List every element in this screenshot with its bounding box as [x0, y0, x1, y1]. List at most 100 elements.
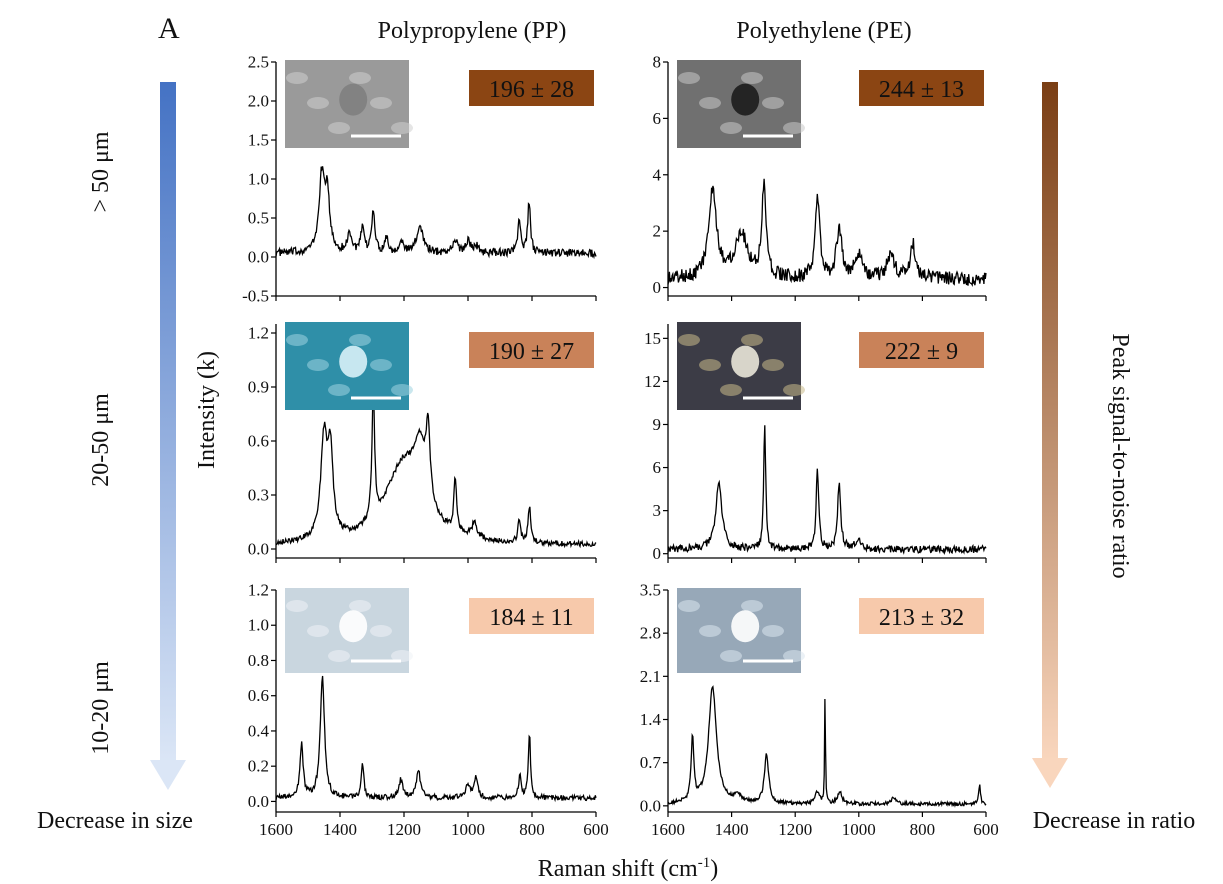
x-axis-label-main: Raman shift (cm	[538, 856, 698, 882]
x-tick-label: 1600	[651, 820, 685, 839]
y-tick-label: 8	[653, 53, 662, 72]
snr-value: 184 ± 11	[489, 605, 573, 631]
y-tick-label: 0.5	[248, 209, 269, 228]
y-tick-label: 1.2	[248, 324, 269, 343]
chart-panel-4: 1.2 1.0 0.8 0.6 0.4 0.2 0.0 1600 1400 1200 1000 800…	[248, 581, 609, 840]
y-tick-label: 3	[653, 501, 662, 520]
chart-panel-5: 3.5 2.8 2.1 1.4 0.7 0.0 1600 1400 1200 1000 800 600…	[640, 581, 999, 840]
spectrum-line	[667, 178, 987, 287]
y-tick-label: 0.4	[248, 721, 270, 740]
y-tick-label: 0.6	[248, 686, 269, 705]
snr-badge	[469, 598, 594, 634]
micrograph-inset	[677, 588, 805, 673]
x-tick-label: 1200	[387, 820, 421, 839]
spectrum-line	[667, 685, 987, 808]
left-arrow-label: Decrease in size	[37, 808, 193, 834]
y-tick-label: 1.0	[248, 616, 269, 635]
micrograph-inset	[677, 322, 805, 410]
y-tick-label: 2.0	[248, 92, 269, 111]
particle	[731, 345, 760, 378]
spectrum-line	[667, 425, 987, 556]
x-tick-label: 1600	[259, 820, 293, 839]
x-tick-label: 800	[910, 820, 936, 839]
particle	[731, 610, 760, 643]
y-tick-label: 0.2	[248, 757, 269, 776]
y-tick-label: 1.5	[248, 131, 269, 150]
particle	[731, 83, 760, 116]
spectrum-line	[275, 675, 597, 803]
y-tick-label: 0.9	[248, 378, 269, 397]
particle	[339, 610, 368, 643]
y-tick-label: 1.0	[248, 170, 269, 189]
y-tick-label: 2	[653, 222, 662, 241]
y-tick-label: 0.7	[640, 753, 662, 772]
chart-panel-2: 1.2 0.9 0.6 0.3 0.0 190 ± 27	[248, 322, 597, 563]
y-tick-label: 2.1	[640, 667, 661, 686]
y-tick-label: 12	[644, 372, 661, 391]
snr-value: 244 ± 13	[879, 77, 964, 103]
particle	[339, 83, 368, 116]
spectrum-line	[275, 388, 597, 549]
snr-value: 213 ± 32	[879, 605, 964, 631]
x-axis-label-sup: -1	[698, 855, 711, 871]
snr-badge	[469, 332, 594, 368]
x-tick-label: 800	[519, 820, 545, 839]
y-tick-label: 4	[653, 165, 662, 184]
snr-badge	[469, 70, 594, 106]
y-tick-label: 0.8	[248, 651, 269, 670]
y-tick-label: 9	[653, 415, 662, 434]
y-tick-label: 2.8	[640, 624, 661, 643]
y-tick-label: 2.5	[248, 53, 269, 72]
spectrum-line	[275, 166, 597, 260]
y-tick-label: 6	[653, 458, 662, 477]
row-label-large: > 50 μm	[88, 131, 114, 212]
chart-panel-1: 8 6 4 2 0 244 ± 13	[653, 53, 987, 301]
y-tick-label: 0.0	[248, 248, 269, 267]
y-tick-label: 0	[653, 278, 662, 297]
snr-value: 196 ± 28	[489, 77, 574, 103]
x-tick-label: 600	[973, 820, 999, 839]
x-tick-label: 1400	[715, 820, 749, 839]
micrograph-inset	[285, 588, 413, 673]
ratio-arrow	[1032, 82, 1068, 788]
y-tick-label: 3.5	[640, 581, 661, 600]
x-tick-label: 600	[583, 820, 609, 839]
micrograph-inset	[677, 60, 805, 148]
x-axis-label: Raman shift (cm-1)	[538, 855, 718, 882]
size-arrow	[150, 82, 186, 790]
y-axis-label: Intensity (k)	[194, 351, 220, 469]
y-tick-label: 0	[653, 544, 662, 563]
snr-badge	[859, 598, 984, 634]
right-arrow-label: Decrease in ratio	[1033, 808, 1196, 834]
column-title-pp: Polypropylene (PP)	[378, 18, 567, 44]
panel-letter: A	[158, 12, 180, 45]
x-tick-label: 1400	[323, 820, 357, 839]
x-tick-label: 1200	[778, 820, 812, 839]
x-axis-label-close: )	[710, 856, 718, 882]
y-tick-label: 1.2	[248, 581, 269, 600]
micrograph-inset	[285, 322, 413, 410]
chart-panel-3: 15 12 9 6 3 0 222 ± 9	[644, 322, 987, 563]
snr-badge	[859, 332, 984, 368]
y-tick-label: 0.0	[248, 792, 269, 811]
y-tick-label: -0.5	[242, 287, 269, 306]
y-tick-label: 0.3	[248, 486, 269, 505]
x-tick-label: 1000	[451, 820, 485, 839]
chart-panel-0: 2.5 2.0 1.5 1.0 0.5 0.0 -0.5 196 ± 28	[242, 53, 597, 306]
y-tick-label: 1.4	[640, 710, 662, 729]
x-tick-label: 1000	[842, 820, 876, 839]
y-tick-label: 0.0	[640, 796, 661, 815]
snr-value: 190 ± 27	[489, 339, 574, 365]
micrograph-inset	[285, 60, 413, 148]
row-label-small: 10-20 μm	[88, 661, 114, 755]
snr-value: 222 ± 9	[885, 339, 958, 365]
particle	[339, 345, 368, 378]
right-axis-title: Peak signal-to-noise ratio	[1107, 333, 1133, 578]
y-tick-label: 0.6	[248, 432, 269, 451]
y-tick-label: 15	[644, 329, 661, 348]
y-tick-label: 0.0	[248, 540, 269, 559]
panels-group: 2.5 2.0 1.5 1.0 0.5 0.0 -0.5 196 ± 28 8 6 4 2 0 244 ±…	[242, 53, 999, 840]
row-label-medium: 20-50 μm	[88, 393, 114, 487]
column-title-pe: Polyethylene (PE)	[736, 18, 911, 44]
